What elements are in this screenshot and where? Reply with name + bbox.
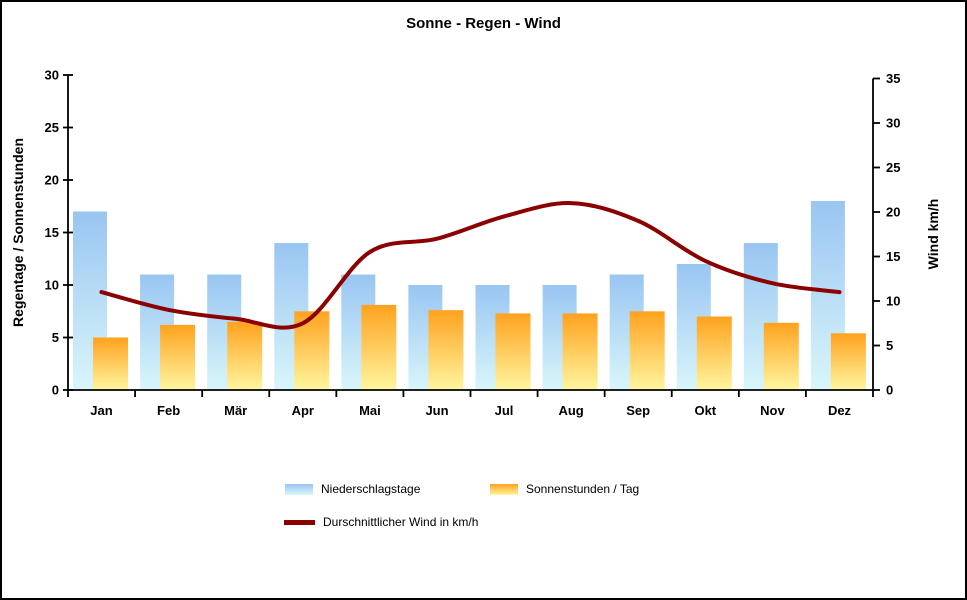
wind-series-swatch: [284, 519, 315, 525]
left-tick-label: 30: [45, 68, 59, 83]
sun-bar: [830, 333, 866, 390]
sun-bar: [361, 304, 397, 390]
right-tick-label: 15: [886, 249, 900, 264]
right-tick-label: 25: [886, 160, 900, 175]
month-label: Jul: [495, 403, 514, 418]
left-tick-label: 20: [45, 173, 59, 188]
chart-title: Sonne - Regen - Wind: [406, 15, 561, 32]
wind-line: [99, 201, 842, 330]
month-label: Feb: [157, 403, 180, 418]
month-label: Aug: [558, 403, 583, 418]
left-tick-label: 25: [45, 120, 59, 135]
legend-label-wind: Durschnittlicher Wind in km/h: [323, 515, 479, 529]
sun-bar: [696, 316, 732, 390]
left-tick-label: 10: [45, 278, 59, 293]
right-tick-label: 35: [886, 71, 900, 86]
left-tick-label: 5: [52, 330, 59, 345]
month-label: Dez: [828, 403, 852, 418]
right-tick-label: 5: [886, 338, 893, 353]
right-tick-label: 20: [886, 205, 900, 220]
left-axis-title: Regentage / Sonnenstunden: [10, 138, 26, 327]
month-label: Mai: [359, 403, 381, 418]
legend-item-niederschlagstage: Niederschlagstage: [285, 482, 420, 496]
sun-bar: [227, 321, 263, 391]
month-label: Nov: [760, 403, 785, 418]
month-label: Mär: [224, 403, 247, 418]
sun-bar: [93, 337, 128, 390]
month-label: Jan: [90, 403, 112, 418]
legend-item-sonnenstunden: Sonnenstunden / Tag: [490, 482, 639, 496]
right-axis-title: Wind km/h: [925, 199, 941, 270]
left-tick-label: 15: [45, 225, 59, 240]
sun-bar: [428, 310, 464, 390]
sun-bar: [495, 313, 531, 390]
right-tick-label: 0: [886, 383, 893, 398]
chart-canvas: 0 5 10 15 20 25 30 0 5 10 15 20 25 30 35 Jan Feb Mär Apr Ma…: [10, 68, 941, 419]
sun-series-swatch: [490, 483, 518, 495]
left-tick-label: 0: [52, 383, 59, 398]
axes: [63, 74, 880, 397]
month-label: Okt: [694, 403, 716, 418]
month-label: Apr: [292, 403, 314, 418]
legend-item-wind: Durschnittlicher Wind in km/h: [284, 515, 478, 529]
sun-bar: [763, 322, 799, 390]
legend-label-sonnenstunden: Sonnenstunden / Tag: [526, 482, 640, 496]
month-label: Sep: [626, 403, 650, 418]
right-tick-label: 10: [886, 294, 900, 309]
rain-series-swatch: [285, 483, 313, 495]
sun-bar: [562, 313, 598, 390]
month-label: Jun: [425, 403, 448, 418]
sun-bar: [629, 311, 665, 391]
legend-label-niederschlagstage: Niederschlagstage: [321, 482, 421, 496]
sun-bar: [160, 324, 196, 390]
right-tick-label: 30: [886, 116, 900, 131]
